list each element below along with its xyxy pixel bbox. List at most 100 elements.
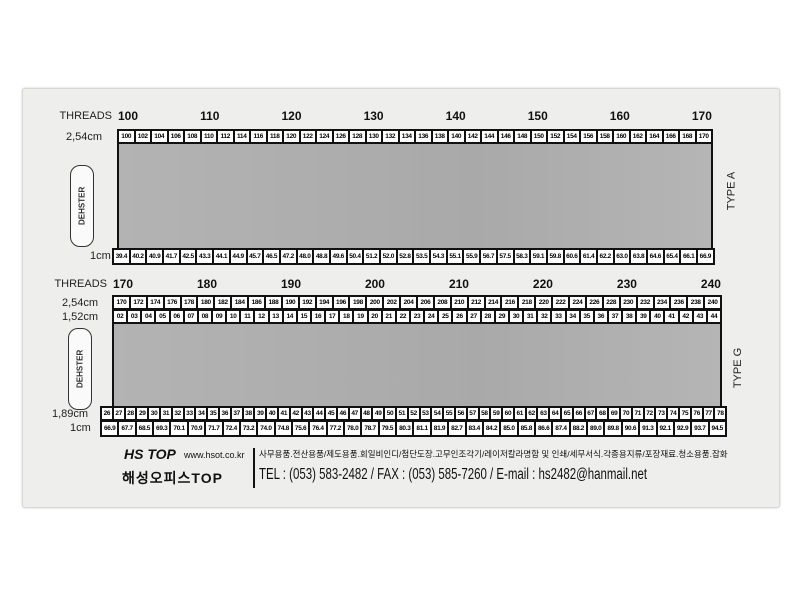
scale-cell: 78 <box>715 408 726 419</box>
dehster-logo: DEHSTER <box>68 328 92 410</box>
scale-cell: 71 <box>632 408 643 419</box>
scale-cell: 54.3 <box>431 250 446 263</box>
thread-count-tick: 220 <box>532 277 553 291</box>
scale-cell: 184 <box>232 297 248 308</box>
scale-cell: 120 <box>284 131 299 142</box>
scale-cell: 144 <box>482 131 497 142</box>
dehster-logo: DEHSTER <box>70 165 94 247</box>
scale-cell: 78.0 <box>345 422 361 435</box>
scale-cell: 65.4 <box>664 250 680 263</box>
thread-count-tick: 130 <box>363 109 384 123</box>
scale-cell: 36 <box>594 311 607 322</box>
thread-count-tick: 230 <box>616 277 637 291</box>
scale-cell: 30 <box>149 408 159 419</box>
scale-cell: 232 <box>637 297 653 308</box>
scale-cell: 46 <box>337 408 348 419</box>
scale-cell: 208 <box>434 297 450 308</box>
scale-cell: 27 <box>113 408 124 419</box>
scale-cell: 70.9 <box>188 422 205 435</box>
scale-cell: 224 <box>570 297 585 308</box>
thread-count-tick: 160 <box>609 109 630 123</box>
scale-cell: 84.2 <box>483 422 500 435</box>
scale-cell: 87.4 <box>553 422 569 435</box>
scale-cell: 39 <box>637 311 650 322</box>
scale-cell: 43 <box>302 408 313 419</box>
scale-cell: 77 <box>703 408 714 419</box>
scale-cell: 64.6 <box>648 250 663 263</box>
gray-window <box>112 324 722 406</box>
scale-cell: 126 <box>333 131 348 142</box>
scale-cell: 47.2 <box>280 250 296 263</box>
scale-cell: 146 <box>498 131 513 142</box>
thread-count-tick: 140 <box>445 109 466 123</box>
scale-cell: 182 <box>215 297 231 308</box>
scale-cell: 220 <box>536 297 552 308</box>
scale-cell: 20 <box>368 311 381 322</box>
scale-cell: 61.4 <box>581 250 596 263</box>
scale-cell: 47 <box>349 408 360 419</box>
scale-cell: 53 <box>420 408 431 419</box>
threads-scale: 170 180 190 200 210 220 230 240 <box>113 277 721 291</box>
scale-cell: 230 <box>620 297 636 308</box>
scale-cell: 68 <box>597 408 608 419</box>
scale-cell: 75.6 <box>292 422 309 435</box>
scale-cell: 108 <box>185 131 200 142</box>
scale-cell: 130 <box>366 131 381 142</box>
scale-cell: 72.4 <box>223 422 239 435</box>
scale-cell: 160 <box>614 131 629 142</box>
scale-cell: 82.7 <box>449 422 465 435</box>
scale-cell: 14 <box>283 311 296 322</box>
gray-window <box>117 144 713 248</box>
scale-cell: 89.0 <box>588 422 604 435</box>
scale-cell: 65 <box>562 408 572 419</box>
scale-cell: 21 <box>382 311 395 322</box>
scale-cell: 35 <box>208 408 218 419</box>
scale-cell: 196 <box>333 297 349 308</box>
scale-cell: 212 <box>468 297 484 308</box>
scale-cell: 42 <box>290 408 301 419</box>
scale-cell: 60 <box>503 408 513 419</box>
scale-cell: 124 <box>317 131 332 142</box>
scale-cell: 48.0 <box>297 250 313 263</box>
scale-cell: 52.8 <box>397 250 413 263</box>
scale-cell: 194 <box>316 297 332 308</box>
scale-cell: 94.5 <box>709 422 725 435</box>
scale-cell: 12 <box>255 311 268 322</box>
scale-cell: 48.8 <box>314 250 329 263</box>
thread-count-tick: 190 <box>280 277 301 291</box>
scale-cell: 66.9 <box>102 422 118 435</box>
scale-cell: 50.4 <box>347 250 363 263</box>
scale-cell: 62 <box>526 408 537 419</box>
scale-cell: 48 <box>361 408 372 419</box>
scale-cell: 100 <box>119 131 134 142</box>
scale-cell: 132 <box>383 131 398 142</box>
scale-cell: 178 <box>181 297 197 308</box>
row-label-1cm: 1cm <box>70 422 91 434</box>
scale-cell: 09 <box>212 311 226 322</box>
scale-cell: 26 <box>453 311 466 322</box>
scale-cell: 61 <box>514 408 525 419</box>
row-label-254: 2,54cm <box>66 131 103 143</box>
scale-cell: 198 <box>350 297 366 308</box>
thread-count-tick: 170 <box>691 109 712 123</box>
scale-cell: 45.7 <box>247 250 263 263</box>
scale-cell: 57.5 <box>497 250 513 263</box>
scale-cell: 27 <box>467 311 480 322</box>
row-1cm: 66.9 67.7 68.5 69.3 70.1 70.9 71.7 72.4 73.2 74.0… <box>100 420 727 437</box>
scale-cell: 59.8 <box>547 250 563 263</box>
scale-cell: 170 <box>114 297 129 308</box>
thread-count-tick: 170 <box>113 277 134 291</box>
scale-cell: 218 <box>519 297 535 308</box>
scale-cell: 38 <box>623 311 636 322</box>
scale-cell: 188 <box>266 297 281 308</box>
scale-cell: 31 <box>160 408 171 419</box>
scale-cell: 216 <box>502 297 518 308</box>
scale-cell: 40 <box>267 408 277 419</box>
scale-cell: 66.1 <box>681 250 697 263</box>
scale-cell: 172 <box>130 297 146 308</box>
scale-cell: 186 <box>249 297 265 308</box>
scale-cell: 29 <box>137 408 148 419</box>
scale-cell: 10 <box>227 311 240 322</box>
scale-cell: 02 <box>114 311 127 322</box>
scale-cell: 78.7 <box>362 422 378 435</box>
